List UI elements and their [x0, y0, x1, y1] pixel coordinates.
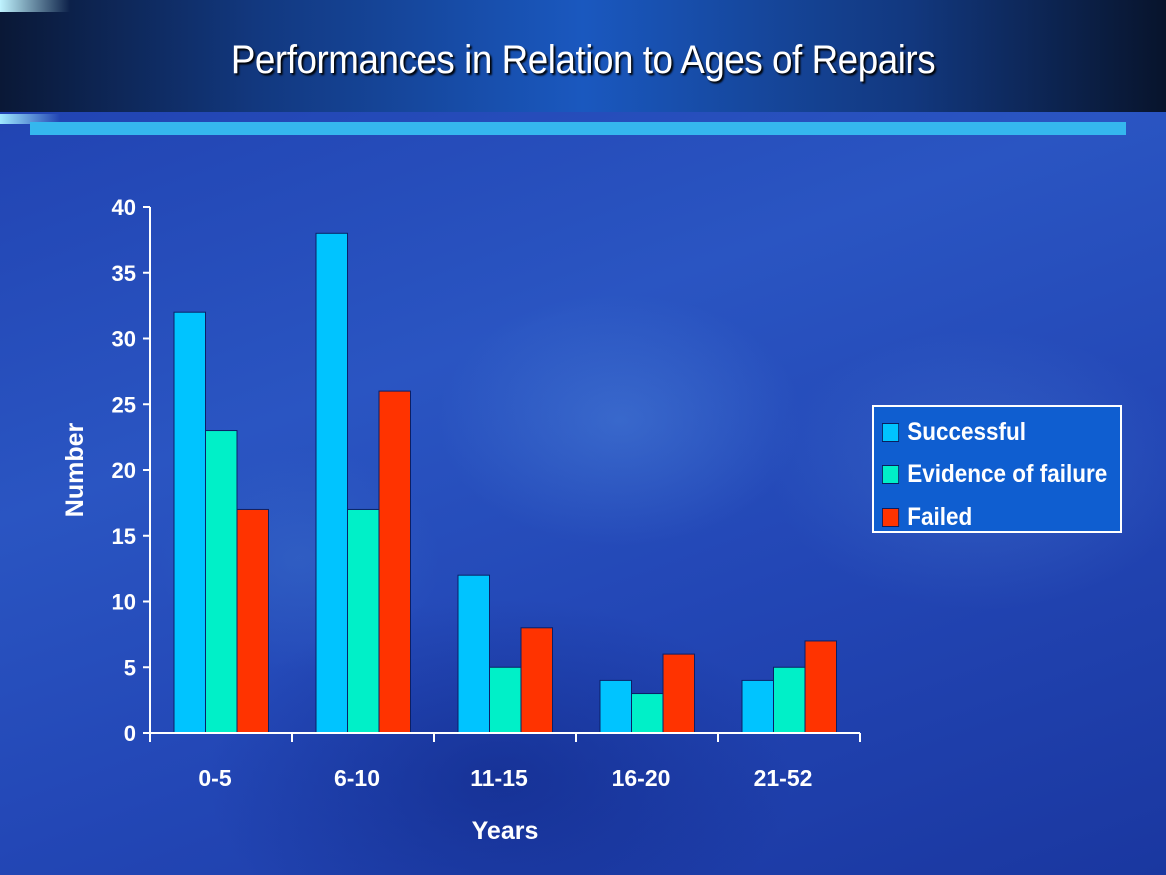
bar-failed-11-15	[520, 627, 553, 734]
bar-successful-16-20	[599, 679, 632, 734]
x-tick-label: 0-5	[198, 765, 231, 791]
y-tick-label: 25	[112, 392, 136, 417]
chart-legend: Successful Evidence of failure Failed	[872, 405, 1122, 533]
title-bar	[0, 0, 1166, 112]
bar-successful-11-15	[457, 574, 490, 734]
y-tick-label: 40	[112, 195, 136, 220]
y-tick-label: 0	[124, 721, 136, 746]
corner-highlight	[0, 0, 70, 12]
x-tick-label: 11-15	[470, 765, 528, 791]
corner-highlight-lower	[0, 114, 60, 124]
bar-failed-21-52	[804, 640, 837, 734]
bar-evidence-of-failure-21-52	[773, 666, 806, 734]
y-tick-label: 10	[112, 590, 136, 615]
legend-swatch-failed	[882, 507, 900, 527]
bar-evidence-of-failure-0-5	[205, 430, 238, 734]
legend-label-evidence-of-failure: Evidence of failure	[907, 459, 1108, 488]
x-tick-label: 6-10	[334, 765, 380, 791]
legend-label-failed: Failed	[907, 502, 973, 531]
y-tick-label: 35	[112, 261, 136, 286]
x-tick-label: 16-20	[612, 765, 671, 791]
bar-evidence-of-failure-16-20	[631, 693, 664, 734]
bar-failed-0-5	[236, 508, 269, 734]
bar-successful-0-5	[173, 311, 206, 734]
y-tick-label: 5	[124, 655, 136, 680]
y-axis-title: Number	[61, 423, 89, 518]
legend-item-evidence-of-failure: Evidence of failure	[882, 459, 1107, 489]
legend-swatch-evidence-of-failure	[882, 464, 900, 484]
x-axis-title: Years	[472, 817, 539, 845]
legend-item-successful: Successful	[882, 417, 1026, 447]
legend-item-failed: Failed	[882, 502, 972, 532]
bar-successful-6-10	[315, 232, 348, 734]
slide-title: Performances in Relation to Ages of Repa…	[230, 38, 936, 82]
bar-failed-6-10	[378, 390, 411, 734]
y-tick-label: 20	[112, 458, 136, 483]
y-tick-label: 15	[112, 524, 136, 549]
x-tick-label: 21-52	[754, 765, 813, 791]
bar-failed-16-20	[662, 653, 695, 734]
bar-successful-21-52	[741, 679, 774, 734]
bar-evidence-of-failure-11-15	[489, 666, 522, 734]
y-tick-label: 30	[112, 327, 136, 352]
accent-bar	[30, 122, 1126, 135]
bar-evidence-of-failure-6-10	[347, 508, 380, 734]
legend-swatch-successful	[882, 422, 900, 442]
legend-label-successful: Successful	[907, 417, 1027, 446]
